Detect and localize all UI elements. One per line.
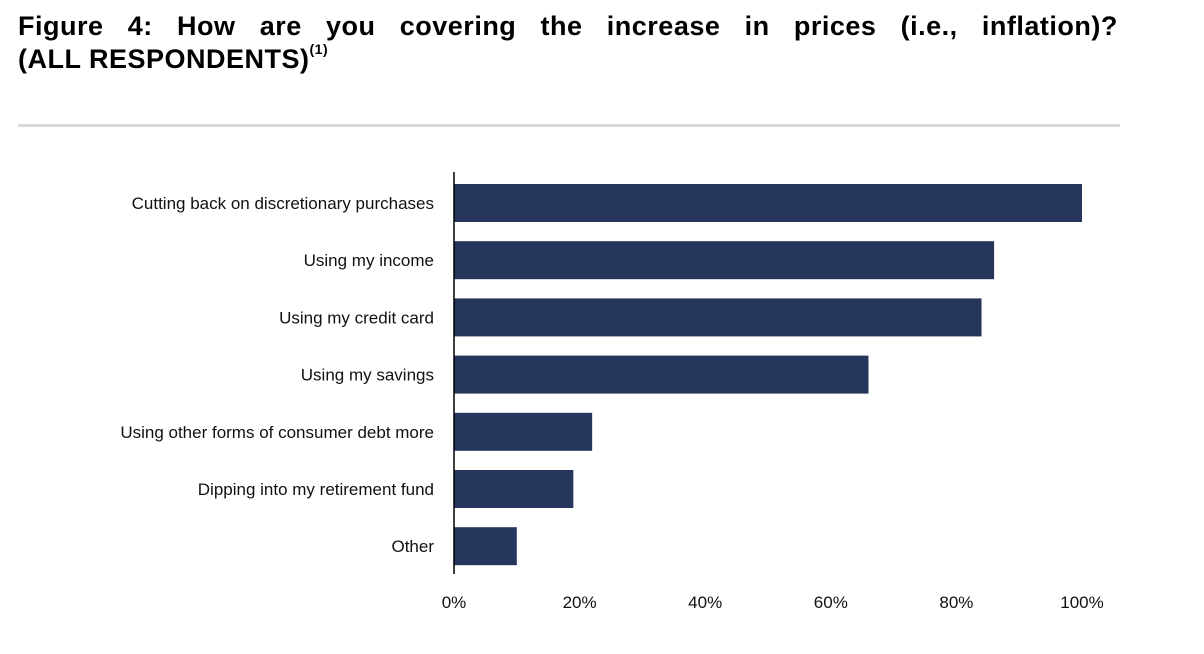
x-axis-tick-labels: 0% 20% 40% 60% 80% 100%	[442, 593, 1104, 612]
bar	[454, 298, 982, 337]
title-word: prices	[793, 11, 877, 41]
title-line-1: Figure 4: How are you covering the increase in pr…	[18, 10, 1118, 43]
title-word: are	[259, 11, 302, 41]
bar	[454, 355, 869, 394]
x-tick-label: 20%	[563, 593, 597, 612]
category-label: Cutting back on discretionary purchases	[132, 194, 434, 213]
title-word: How	[177, 11, 236, 41]
x-tick-label: 0%	[442, 593, 467, 612]
title-word: in	[744, 11, 770, 41]
bar	[454, 241, 995, 280]
bar	[454, 412, 593, 451]
x-tick-label: 60%	[814, 593, 848, 612]
bar-chart: Cutting back on discretionary purchases U…	[120, 172, 1104, 612]
x-tick-label: 100%	[1060, 593, 1103, 612]
bar	[454, 184, 1082, 222]
title-word: Figure	[18, 11, 104, 41]
title-divider	[18, 124, 1120, 127]
title-word: (i.e.,	[900, 11, 958, 41]
category-label: Using other forms of consumer debt more	[120, 423, 434, 442]
figure-title: Figure 4: How are you covering the increase in pr…	[18, 10, 1118, 80]
category-labels: Cutting back on discretionary purchases U…	[120, 194, 434, 556]
x-tick-label: 80%	[939, 593, 973, 612]
x-tick-label: 40%	[688, 593, 722, 612]
title-subject: (ALL RESPONDENTS)	[18, 44, 310, 74]
title-word: inflation)?	[981, 11, 1118, 41]
footnote-marker: (1)	[309, 41, 329, 57]
title-word: covering	[399, 11, 517, 41]
title-word: 4:	[127, 11, 153, 41]
category-label: Using my income	[304, 251, 434, 270]
bar	[454, 527, 517, 566]
category-label: Other	[391, 537, 434, 556]
bar	[454, 470, 574, 508]
category-label: Dipping into my retirement fund	[198, 480, 434, 499]
title-word: the	[540, 11, 583, 41]
bars-group	[454, 184, 1082, 566]
title-word: you	[326, 11, 376, 41]
title-word: increase	[606, 11, 721, 41]
title-line-2: (ALL RESPONDENTS)(1)	[18, 41, 1118, 80]
category-label: Using my savings	[301, 366, 434, 385]
category-label: Using my credit card	[279, 308, 434, 327]
